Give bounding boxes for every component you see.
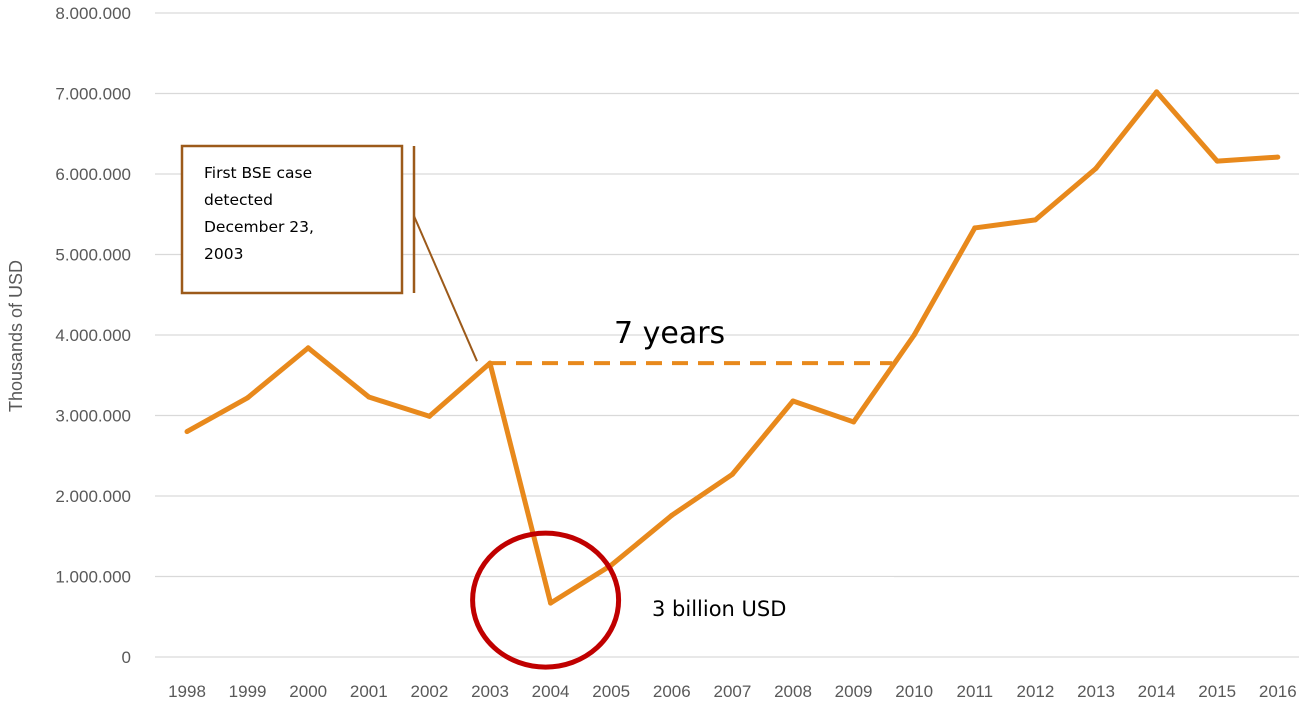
x-tick-label: 2006 [653, 682, 691, 701]
x-tick-label: 2004 [532, 682, 570, 701]
y-tick-label: 5.000.000 [55, 246, 131, 265]
x-tick-label: 2003 [471, 682, 509, 701]
callout-box [180, 144, 404, 295]
x-tick-label: 2008 [774, 682, 812, 701]
data-point [366, 394, 372, 400]
data-point [972, 225, 978, 231]
callout-line-1: First BSE case [204, 164, 312, 182]
x-tick-label: 2012 [1016, 682, 1054, 701]
callout-leader-line [413, 215, 478, 362]
x-tick-label: 2011 [957, 682, 994, 701]
x-tick-label: 1999 [229, 682, 267, 701]
x-tick-label: 2009 [835, 682, 873, 701]
x-tick-label: 2014 [1138, 682, 1176, 701]
x-tick-label: 2000 [289, 682, 327, 701]
data-point [245, 395, 251, 401]
data-point [305, 345, 311, 351]
x-tick-label: 1998 [168, 682, 206, 701]
loss-label-box [612, 577, 894, 635]
y-tick-label: 8.000.000 [55, 4, 131, 23]
data-point [426, 413, 432, 419]
data-point [1214, 158, 1220, 164]
data-point [548, 600, 554, 606]
bse-callout: First BSE case detected December 23, 200… [180, 144, 478, 362]
gap-label: 7 years [614, 316, 725, 351]
callout-line-3: December 23, [204, 218, 314, 236]
x-tick-label: 2001 [350, 682, 388, 701]
x-tick-label: 2015 [1198, 682, 1236, 701]
y-tick-label: 0 [122, 648, 131, 667]
data-point [851, 419, 857, 425]
y-tick-label: 4.000.000 [55, 326, 131, 345]
gridlines [155, 12, 1299, 658]
y-tick-label: 2.000.000 [55, 487, 131, 506]
data-point [1275, 154, 1281, 160]
data-point [1093, 165, 1099, 171]
x-tick-label: 2010 [895, 682, 933, 701]
data-point [1154, 89, 1160, 95]
loss-circle [470, 530, 622, 670]
data-point [184, 429, 190, 435]
data-point [911, 332, 917, 338]
y-tick-label: 1.000.000 [55, 568, 131, 587]
y-axis-ticks: 0 1.000.000 2.000.000 3.000.000 4.000.000 5.0… [55, 4, 131, 667]
x-tick-label: 2007 [713, 682, 751, 701]
callout-line-4: 2003 [204, 245, 243, 263]
loss-label: 3 billion USD [652, 597, 786, 621]
x-tick-label: 2002 [410, 682, 448, 701]
data-point [669, 512, 675, 518]
data-points [184, 89, 1281, 606]
y-axis-label: Thousands of USD [6, 260, 26, 412]
data-point [729, 471, 735, 477]
data-point [487, 360, 493, 366]
y-tick-label: 3.000.000 [55, 407, 131, 426]
x-tick-label: 2013 [1077, 682, 1115, 701]
x-tick-label: 2005 [592, 682, 630, 701]
y-tick-label: 7.000.000 [55, 85, 131, 104]
data-point [790, 398, 796, 404]
y-tick-label: 6.000.000 [55, 165, 131, 184]
callout-line-2: detected [204, 191, 273, 209]
x-axis-ticks: 1998 1999 2000 2001 2002 2003 2004 2005 2006 2007… [168, 682, 1297, 701]
x-tick-label: 2016 [1259, 682, 1297, 701]
data-point [1032, 217, 1038, 223]
